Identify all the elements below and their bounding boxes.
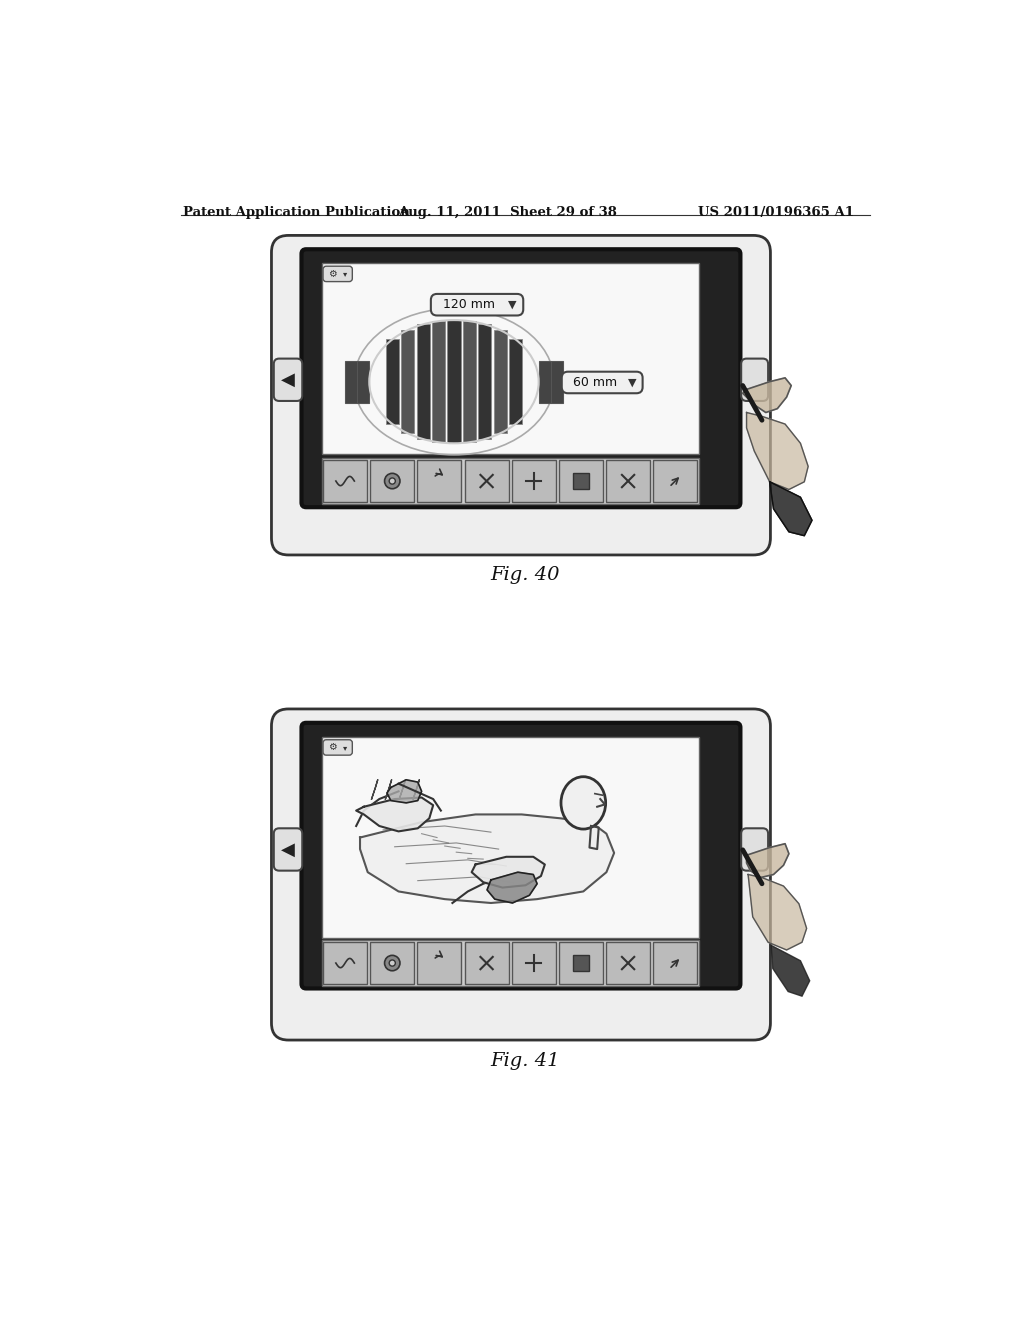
FancyBboxPatch shape [273,829,302,871]
Text: Fig. 40: Fig. 40 [490,566,559,585]
Bar [357,360,370,404]
Text: Aug. 11, 2011  Sheet 29 of 38: Aug. 11, 2011 Sheet 29 of 38 [398,206,617,219]
FancyBboxPatch shape [741,829,768,871]
Bar [539,360,551,404]
Bar [653,461,697,502]
Bar [559,461,603,502]
Bar [465,942,509,983]
Bar [447,321,461,444]
Bar [371,461,415,502]
Bar [386,339,399,424]
Bar [512,942,556,983]
Bar [551,360,563,404]
Polygon shape [771,945,810,997]
Bar [606,461,650,502]
Bar [323,461,368,502]
Bar [463,321,476,442]
Text: US 2011/0196365 A1: US 2011/0196365 A1 [698,206,854,219]
Text: ◀: ◀ [281,371,295,389]
Polygon shape [590,826,599,849]
Bar [418,461,462,502]
Polygon shape [356,797,433,832]
Polygon shape [742,378,792,412]
Bar [653,942,697,983]
Text: Fig. 41: Fig. 41 [490,1052,559,1069]
Bar [494,330,507,433]
Text: ⚙: ⚙ [328,269,337,279]
Bar [509,339,522,424]
Text: ◀: ◀ [281,841,295,858]
Circle shape [385,474,400,488]
FancyBboxPatch shape [273,359,302,401]
Bar [322,738,698,937]
Polygon shape [746,412,808,490]
Text: ▼: ▼ [508,300,517,310]
Bar [573,956,589,970]
Polygon shape [770,482,812,536]
Text: ▾: ▾ [342,269,347,279]
FancyBboxPatch shape [271,709,770,1040]
Bar [371,942,415,983]
FancyBboxPatch shape [431,294,523,315]
Bar [417,325,430,440]
FancyBboxPatch shape [562,372,643,393]
Bar [478,325,492,440]
Circle shape [389,478,395,484]
Bar [323,942,368,983]
Text: 60 mm: 60 mm [572,376,616,389]
FancyBboxPatch shape [301,249,740,507]
Text: ▼: ▼ [628,378,636,388]
Bar [465,461,509,502]
Bar [573,474,589,488]
FancyBboxPatch shape [323,267,352,281]
Text: ⚙: ⚙ [328,742,337,752]
FancyBboxPatch shape [323,739,352,755]
Polygon shape [472,857,545,887]
Bar [606,942,650,983]
Bar [322,458,698,504]
FancyBboxPatch shape [301,723,740,989]
Text: Patent Application Publication: Patent Application Publication [183,206,410,219]
Polygon shape [360,814,614,903]
Text: ▾: ▾ [342,743,347,752]
Text: 120 mm: 120 mm [443,298,496,312]
Polygon shape [749,874,807,950]
Polygon shape [387,780,422,803]
Bar [322,263,698,454]
Circle shape [385,956,400,970]
FancyBboxPatch shape [271,235,770,554]
Circle shape [389,960,395,966]
Ellipse shape [561,776,605,829]
Polygon shape [746,843,788,878]
Bar [512,461,556,502]
Bar [345,360,357,404]
Bar [401,330,415,433]
FancyBboxPatch shape [741,359,768,401]
Bar [432,321,445,442]
Bar [418,942,462,983]
Polygon shape [487,873,538,903]
Bar [559,942,603,983]
Bar [322,940,698,986]
